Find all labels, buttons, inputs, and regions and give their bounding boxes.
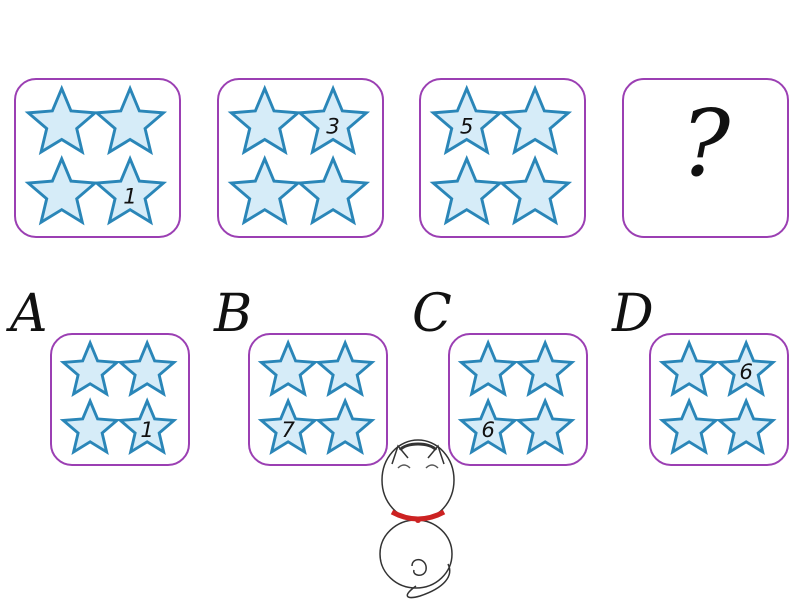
star-shape	[514, 339, 576, 397]
star-grid: 6	[658, 339, 777, 456]
star-icon	[24, 154, 99, 226]
star-shape	[296, 84, 371, 156]
star-icon	[116, 339, 178, 397]
star-shape	[498, 154, 573, 226]
option-b-card[interactable]: 7	[248, 333, 388, 466]
star-icon	[257, 339, 319, 397]
star-shape	[715, 397, 777, 456]
star-icon	[457, 339, 519, 397]
star-icon	[498, 84, 573, 156]
star-icon	[658, 397, 720, 456]
star-shape	[227, 154, 302, 226]
star-number: 5	[460, 115, 474, 140]
star-shape	[257, 339, 319, 397]
star-grid: 1	[24, 84, 168, 226]
star-icon: 7	[257, 397, 319, 456]
star-icon	[658, 339, 720, 397]
option-c-card[interactable]: 6	[448, 333, 588, 466]
star-icon	[24, 84, 99, 156]
star-icon: 6	[715, 339, 777, 397]
star-shape	[715, 339, 777, 397]
star-shape	[514, 397, 576, 456]
star-shape	[93, 154, 168, 226]
star-grid: 1	[59, 339, 178, 456]
star-shape	[457, 397, 519, 456]
question-mark: ?	[680, 90, 731, 197]
star-icon	[93, 84, 168, 156]
option-d-letter: D	[612, 284, 654, 344]
star-grid: 5	[429, 84, 573, 226]
star-shape	[658, 339, 720, 397]
star-shape	[59, 339, 121, 397]
star-shape	[429, 154, 504, 226]
star-icon	[296, 154, 371, 226]
star-number: 7	[281, 418, 295, 443]
star-icon	[227, 154, 302, 226]
sequence-card-2: 3	[217, 78, 384, 238]
star-icon	[498, 154, 573, 226]
star-shape	[498, 84, 573, 156]
option-a-letter: A	[10, 284, 48, 344]
unknown-card: ?	[622, 78, 789, 238]
star-icon: 3	[296, 84, 371, 156]
star-icon: 1	[116, 397, 178, 456]
star-shape	[658, 397, 720, 456]
star-shape	[429, 84, 504, 156]
option-d-card[interactable]: 6	[649, 333, 789, 466]
star-shape	[296, 154, 371, 226]
star-icon	[59, 339, 121, 397]
star-shape	[227, 84, 302, 156]
star-icon	[227, 84, 302, 156]
star-shape	[24, 84, 99, 156]
star-shape	[314, 339, 376, 397]
star-icon	[59, 397, 121, 456]
star-shape	[457, 339, 519, 397]
star-grid: 7	[257, 339, 376, 456]
star-number: 6	[739, 360, 753, 385]
star-icon	[514, 339, 576, 397]
star-shape	[116, 397, 178, 456]
star-shape	[24, 154, 99, 226]
star-number: 6	[481, 418, 495, 443]
star-icon	[314, 397, 376, 456]
star-icon: 5	[429, 84, 504, 156]
star-icon: 6	[457, 397, 519, 456]
star-icon	[514, 397, 576, 456]
star-number: 1	[123, 185, 137, 210]
star-icon	[715, 397, 777, 456]
star-number: 3	[326, 115, 340, 140]
sequence-card-3: 5	[419, 78, 586, 238]
star-shape	[314, 397, 376, 456]
star-shape	[93, 84, 168, 156]
option-b-letter: B	[214, 284, 253, 344]
star-grid: 3	[227, 84, 371, 226]
star-shape	[116, 339, 178, 397]
star-number: 1	[140, 418, 154, 443]
star-icon	[429, 154, 504, 226]
star-icon: 1	[93, 154, 168, 226]
option-a-card[interactable]: 1	[50, 333, 190, 466]
option-c-letter: C	[412, 284, 452, 344]
star-shape	[59, 397, 121, 456]
sequence-card-1: 1	[14, 78, 181, 238]
star-icon	[314, 339, 376, 397]
white-cat-icon	[379, 439, 455, 599]
star-grid: 6	[457, 339, 576, 456]
star-shape	[257, 397, 319, 456]
